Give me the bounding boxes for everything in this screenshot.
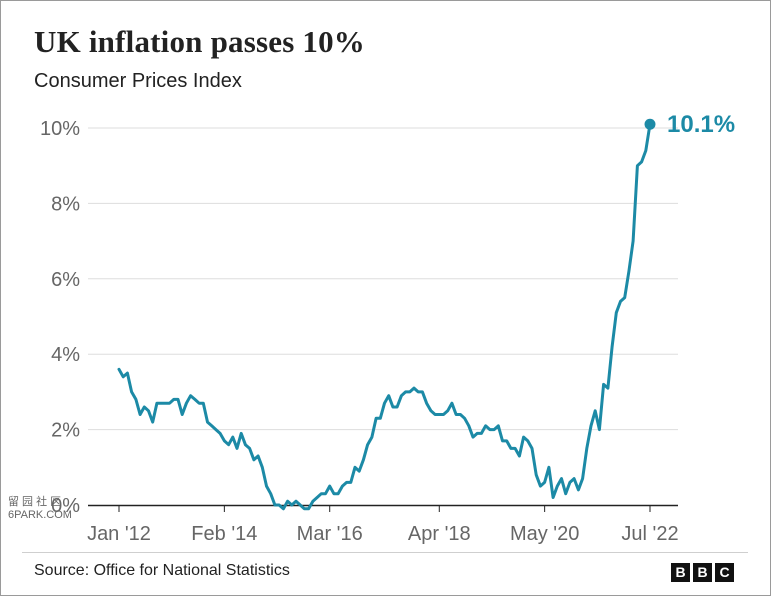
x-tick-label: Jan '12	[87, 523, 151, 545]
x-tick-label: Feb '14	[191, 523, 257, 545]
y-tick-label: 4%	[51, 344, 80, 366]
footer-divider	[22, 552, 748, 553]
chart-subtitle: Consumer Prices Index	[34, 70, 242, 92]
cpi-series-line	[117, 122, 652, 511]
y-tick-label: 6%	[51, 269, 80, 291]
x-tick-label: Jul '22	[621, 523, 678, 545]
x-tick-label: Apr '18	[408, 523, 471, 545]
chart-title: UK inflation passes 10%	[34, 24, 366, 59]
watermark-line-2: 6PARK.COM	[8, 509, 72, 521]
bbc-logo: B B C	[671, 563, 734, 582]
logo-letter: B	[671, 563, 690, 582]
logo-letter: B	[693, 563, 712, 582]
source-note: Source: Office for National Statistics	[34, 562, 290, 579]
y-tick-label: 8%	[51, 193, 80, 215]
end-point-label: 10.1%	[667, 111, 735, 138]
logo-letter: C	[715, 563, 734, 582]
y-tick-label: 2%	[51, 420, 80, 442]
watermark-line-1: 留 园 社 区	[8, 496, 62, 508]
end-point-marker	[644, 118, 656, 130]
x-tick-label: May '20	[510, 523, 579, 545]
x-tick-label: Mar '16	[297, 523, 363, 545]
y-tick-label: 10%	[40, 118, 80, 140]
y-tick-label: 0%	[51, 495, 80, 517]
watermark: 留 园 社 区 6PARK.COM	[8, 496, 72, 522]
